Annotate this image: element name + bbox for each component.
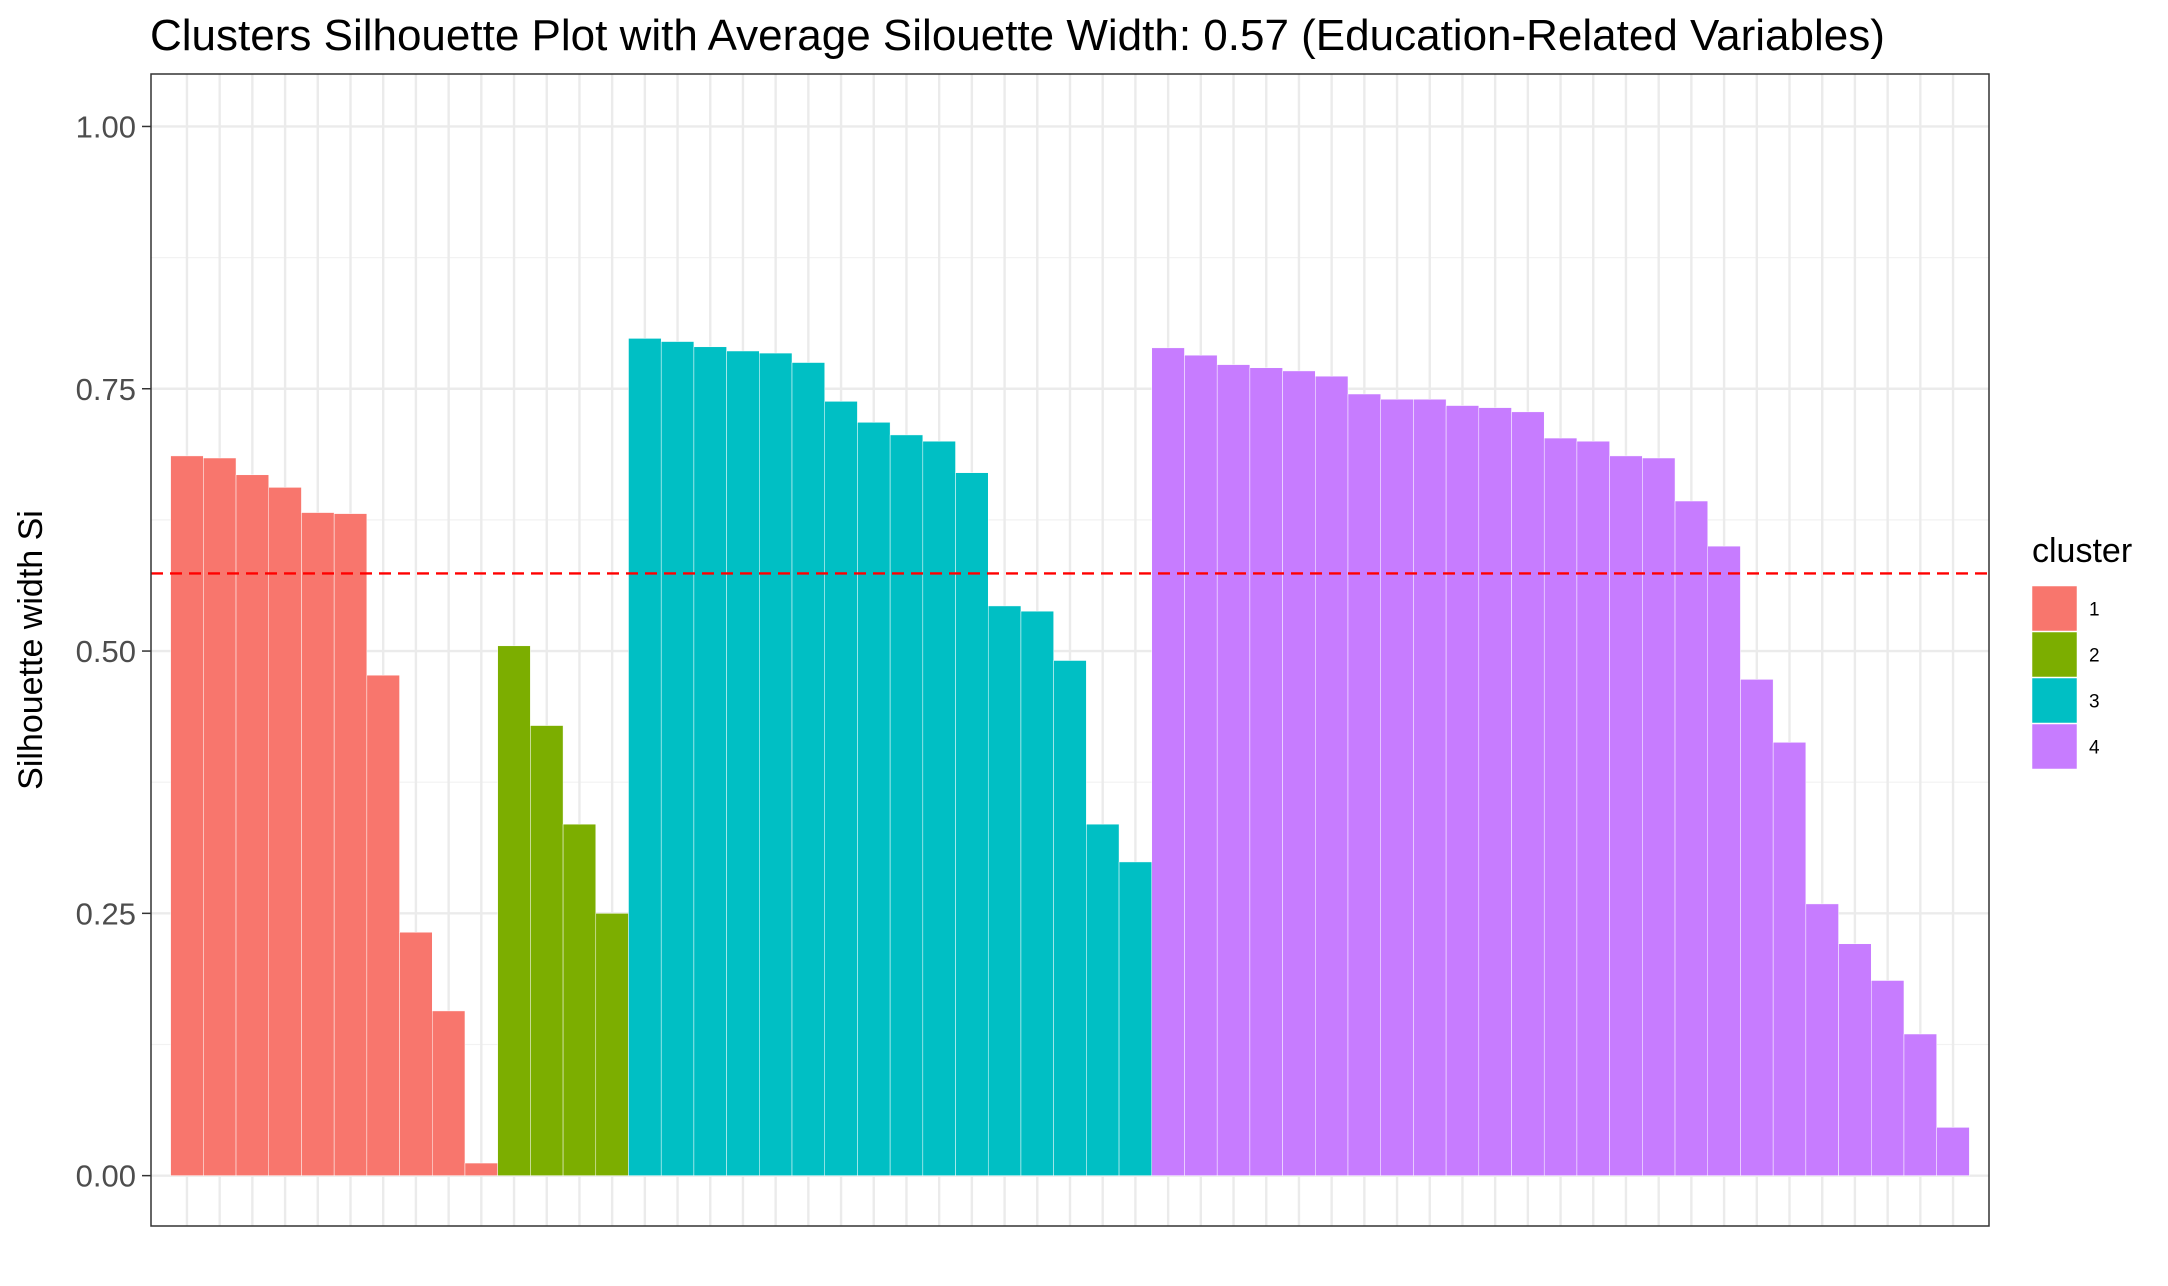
plot-panel-border — [150, 73, 1990, 1227]
bar-cluster-3-9 — [889, 434, 924, 1176]
bar-cluster-4-21 — [1805, 903, 1839, 1176]
bar-cluster-4-4 — [1249, 367, 1283, 1176]
legend-label-2: 2 — [2089, 646, 2100, 667]
y-tick-label: 0.00 — [76, 1159, 136, 1194]
bar-cluster-4-1 — [1151, 347, 1185, 1176]
legend-key-4 — [2031, 723, 2078, 770]
legend-label-4: 4 — [2089, 738, 2100, 759]
bar-cluster-3-15 — [1086, 823, 1120, 1176]
bar-cluster-1-8 — [399, 931, 433, 1176]
bar-cluster-1-9 — [432, 1010, 466, 1176]
bar-cluster-2-2 — [530, 725, 564, 1176]
bar-cluster-3-13 — [1020, 610, 1054, 1176]
bar-cluster-4-22 — [1838, 943, 1872, 1176]
legend: cluster 1 2 3 4 — [2031, 532, 2132, 770]
bar-cluster-4-11 — [1478, 407, 1512, 1176]
y-tick-label: 1.00 — [76, 109, 136, 144]
legend-key-1 — [2031, 585, 2078, 632]
legend-label-1: 1 — [2089, 600, 2100, 621]
bar-cluster-4-24 — [1903, 1033, 1937, 1176]
bar-cluster-3-14 — [1053, 660, 1087, 1176]
bar-cluster-3-7 — [824, 401, 858, 1176]
bar-cluster-4-16 — [1642, 457, 1676, 1176]
bar-cluster-3-1 — [628, 338, 662, 1176]
y-tick-label: 0.25 — [76, 896, 136, 931]
bar-cluster-4-17 — [1674, 500, 1708, 1176]
bar-cluster-4-5 — [1282, 370, 1316, 1176]
y-tick-label: 0.50 — [76, 634, 136, 669]
legend-label-3: 3 — [2089, 692, 2100, 713]
bar-cluster-4-3 — [1216, 364, 1251, 1176]
bar-cluster-2-1 — [497, 645, 531, 1176]
legend-title: cluster — [2032, 532, 2132, 570]
bar-cluster-3-2 — [660, 341, 695, 1176]
bar-cluster-4-25 — [1936, 1127, 1970, 1176]
bar-cluster-4-7 — [1347, 393, 1381, 1176]
bar-cluster-4-13 — [1543, 437, 1578, 1176]
bar-cluster-3-16 — [1118, 861, 1153, 1176]
bar-cluster-1-1 — [170, 455, 204, 1176]
legend-key-2 — [2031, 631, 2078, 678]
bar-cluster-4-20 — [1772, 742, 1807, 1176]
bars — [170, 338, 1970, 1176]
bar-cluster-1-4 — [268, 487, 302, 1176]
bar-cluster-4-2 — [1184, 354, 1218, 1176]
bar-cluster-3-3 — [693, 346, 727, 1176]
bar-cluster-2-3 — [562, 823, 597, 1176]
bar-cluster-3-12 — [987, 605, 1022, 1176]
bar-cluster-1-7 — [366, 674, 400, 1176]
y-tick-label: 0.75 — [76, 372, 136, 407]
bar-cluster-4-6 — [1315, 375, 1349, 1176]
bar-cluster-4-9 — [1413, 398, 1447, 1176]
bar-cluster-1-5 — [301, 512, 335, 1176]
bar-cluster-4-14 — [1576, 440, 1610, 1176]
bar-cluster-3-4 — [726, 350, 760, 1176]
bar-cluster-3-11 — [955, 472, 989, 1176]
bar-cluster-2-4 — [595, 913, 629, 1176]
bar-cluster-3-8 — [857, 422, 891, 1176]
bar-cluster-3-10 — [922, 440, 956, 1176]
legend-key-3 — [2031, 677, 2078, 724]
chart-title: Clusters Silhouette Plot with Average Si… — [150, 11, 1885, 60]
bar-cluster-4-8 — [1380, 398, 1414, 1176]
bar-cluster-4-18 — [1707, 545, 1741, 1176]
bar-cluster-4-19 — [1740, 679, 1774, 1176]
bar-cluster-1-2 — [203, 457, 237, 1176]
bar-cluster-1-6 — [333, 513, 368, 1176]
bar-cluster-1-3 — [235, 474, 269, 1176]
bar-cluster-4-12 — [1511, 411, 1545, 1176]
y-axis-title: Silhouette width Si — [12, 510, 50, 790]
bar-cluster-4-15 — [1609, 455, 1643, 1176]
bar-cluster-3-6 — [791, 362, 825, 1176]
y-axis: 0.00 0.25 0.50 0.75 1.00 — [76, 109, 151, 1194]
bar-cluster-4-10 — [1445, 405, 1480, 1176]
bar-cluster-1-10 — [464, 1162, 498, 1176]
bar-cluster-4-23 — [1871, 980, 1905, 1176]
bar-cluster-3-5 — [759, 352, 793, 1176]
